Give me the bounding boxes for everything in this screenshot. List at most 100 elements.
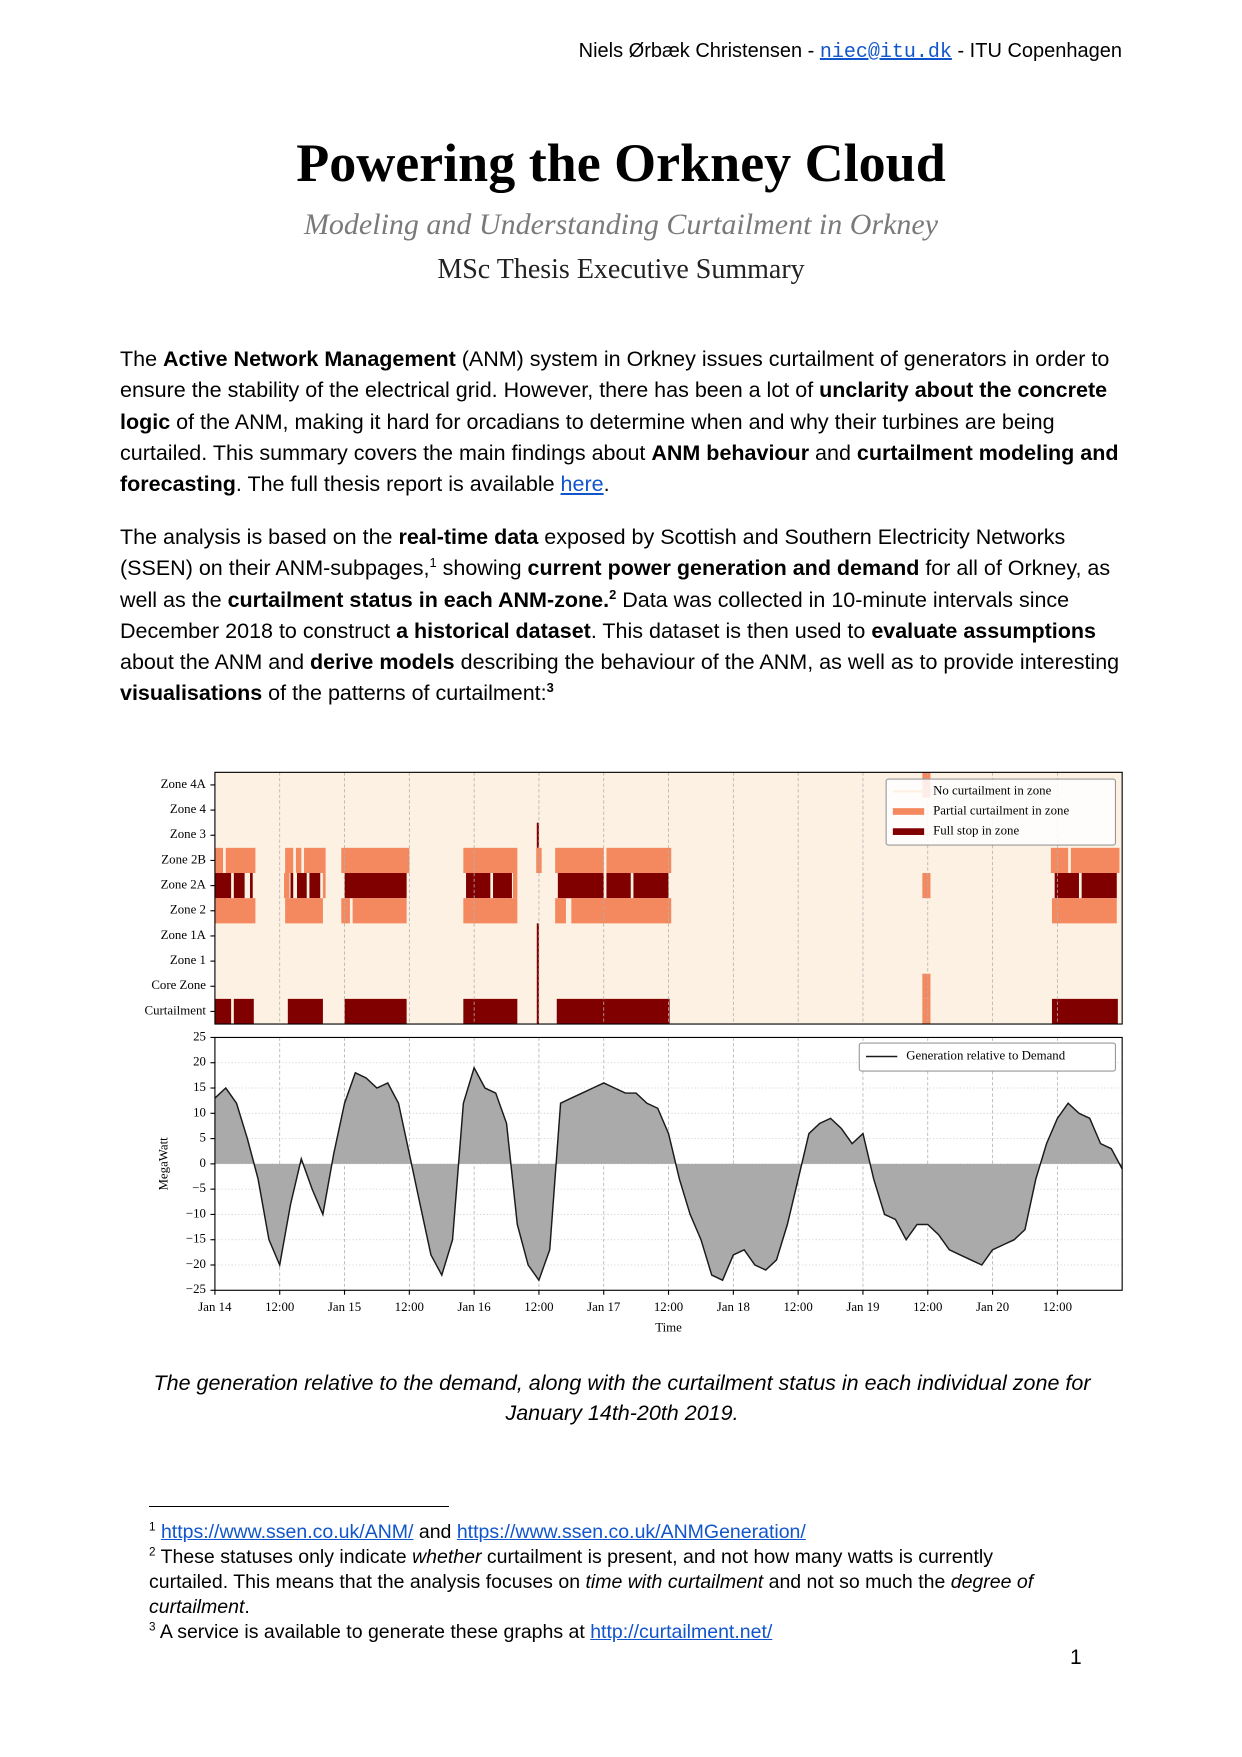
link[interactable]: niec@itu.dk xyxy=(819,41,952,64)
row-label: Zone 2 xyxy=(170,903,206,917)
series-line xyxy=(214,1065,1123,1282)
text-run: - ITU Copenhagen xyxy=(951,40,1122,62)
legend-box xyxy=(885,778,1117,846)
row-label: Zone 2A xyxy=(161,878,207,892)
curtailment-cell xyxy=(214,898,256,924)
footnote-rule xyxy=(149,1506,449,1507)
y-tick-label: −15 xyxy=(186,1232,206,1246)
figure: Zone 4A Zone 4 Zone 3 Zone 2B Zone 2A Zone 2 Z… xyxy=(145,771,1123,1334)
text-run: for all of Orkney, as well as the xyxy=(120,556,1111,612)
curtailment-cell xyxy=(322,873,326,899)
legend-swatch xyxy=(892,790,925,793)
x-tick-label: 12:00 xyxy=(913,1300,942,1314)
text-run: The xyxy=(120,347,164,371)
curtailment-cell xyxy=(284,873,290,899)
text-run: describing the behaviour of the ANM, as … xyxy=(454,650,1120,675)
footnote: 3 A service is available to generate the… xyxy=(149,1620,1059,1645)
y-tick-label: 15 xyxy=(193,1080,206,1094)
curtailment-cell xyxy=(633,873,669,899)
curtailment-cell xyxy=(214,873,232,899)
curtailment-cell xyxy=(513,873,518,899)
curtailment-cell xyxy=(606,873,631,899)
row-label: Zone 4A xyxy=(161,777,207,791)
legend-box xyxy=(858,1042,1117,1072)
footnotes: 1 https://www.ssen.co.uk/ANM/ and https:… xyxy=(149,1520,1059,1645)
x-tick-label: 12:00 xyxy=(395,1300,424,1314)
curtailment-cell xyxy=(557,873,604,899)
curtailment-cell xyxy=(309,873,321,899)
row-label: Zone 1 xyxy=(170,953,206,967)
x-tick-label: 12:00 xyxy=(1043,1300,1072,1314)
text-run: These statuses only indicate xyxy=(155,1546,413,1568)
legend-label: No curtailment in zone xyxy=(933,783,1051,797)
curtailment-cell xyxy=(1051,898,1117,924)
area-fill xyxy=(214,1067,1123,1281)
curtailment-cell xyxy=(922,998,931,1025)
text-run: . This dataset is then used to xyxy=(590,618,872,643)
row-label: Zone 3 xyxy=(170,827,206,841)
curtailment-cell xyxy=(571,898,672,924)
curtailment-cell xyxy=(214,847,224,874)
footnote-ref: 3 xyxy=(149,1620,156,1634)
text-run: current power generation and demand xyxy=(527,556,920,581)
curtailment-cell xyxy=(1051,998,1118,1025)
legend-label: Full stop in zone xyxy=(933,824,1019,838)
curtailment-cell xyxy=(555,847,604,874)
curtailment-cell xyxy=(341,898,350,924)
curtailment-cell xyxy=(606,847,672,874)
footnote-ref: 1 xyxy=(429,555,437,571)
curtailment-cell xyxy=(1081,873,1117,899)
y-axis-label: MegaWatt xyxy=(157,1137,171,1191)
x-tick-label: Jan 17 xyxy=(587,1300,621,1314)
curtailment-cell xyxy=(344,873,407,899)
text-run: . xyxy=(603,472,610,497)
x-tick-label: Jan 16 xyxy=(458,1300,492,1314)
text-run: visualisations xyxy=(120,681,263,706)
curtailment-cell xyxy=(536,948,539,974)
text-run: ANM behaviour xyxy=(651,440,810,465)
curtailment-cell xyxy=(214,998,232,1025)
header: Niels Ørbæk Christensen - niec@itu.dk - … xyxy=(579,40,1122,64)
curtailment-cell xyxy=(287,998,323,1025)
x-tick-label: 12:00 xyxy=(784,1300,813,1314)
link[interactable]: https://www.ssen.co.uk/ANMGeneration/ xyxy=(456,1521,806,1543)
row-label: Core Zone xyxy=(151,978,206,992)
curtailment-cell xyxy=(352,898,407,924)
link[interactable]: here xyxy=(560,472,604,497)
plot-frame xyxy=(214,771,1123,1025)
text-run: exposed by Scottish and Southern Electri… xyxy=(120,525,1066,581)
text-run: curtailment is present, and not how many… xyxy=(149,1546,993,1593)
y-tick-label: 25 xyxy=(193,1029,206,1043)
text-run: time with curtailment xyxy=(585,1571,764,1593)
curtailment-cell xyxy=(344,998,407,1025)
y-tick-label: 0 xyxy=(200,1156,206,1170)
y-tick-label: 20 xyxy=(193,1055,206,1069)
footnote: 1 https://www.ssen.co.uk/ANM/ and https:… xyxy=(149,1520,1059,1545)
link[interactable]: http://curtailment.net/ xyxy=(590,1621,773,1643)
curtailment-cell xyxy=(225,847,256,874)
curtailment-cell xyxy=(1070,847,1120,874)
footnote: 2 These statuses only indicate whether c… xyxy=(149,1545,1059,1620)
curtailment-cell xyxy=(304,847,326,874)
curtailment-cell xyxy=(285,847,294,874)
text-run: Data was collected in 10-minute interval… xyxy=(120,587,1070,643)
text-run: and xyxy=(413,1521,457,1543)
curtailment-cell xyxy=(1054,873,1079,899)
text-run: . xyxy=(244,1596,250,1618)
curtailment-cell xyxy=(555,898,566,924)
legend-swatch xyxy=(892,828,925,835)
curtailment-cell xyxy=(285,898,323,924)
curtailment-cell xyxy=(463,847,518,874)
link[interactable]: https://www.ssen.co.uk/ANM/ xyxy=(160,1521,414,1543)
text-run: derive models xyxy=(310,650,455,675)
text-run: whether xyxy=(412,1546,482,1568)
y-tick-label: −5 xyxy=(192,1181,206,1195)
text-run: Niels Ørbæk Christensen - xyxy=(578,40,820,62)
curtailment-cell xyxy=(250,873,253,899)
curtailment-cell xyxy=(233,873,245,899)
row-label: Curtailment xyxy=(145,1003,207,1017)
curtailment-cell xyxy=(536,923,539,949)
y-tick-label: −25 xyxy=(186,1282,206,1296)
page-number: 1 xyxy=(1070,1646,1082,1669)
